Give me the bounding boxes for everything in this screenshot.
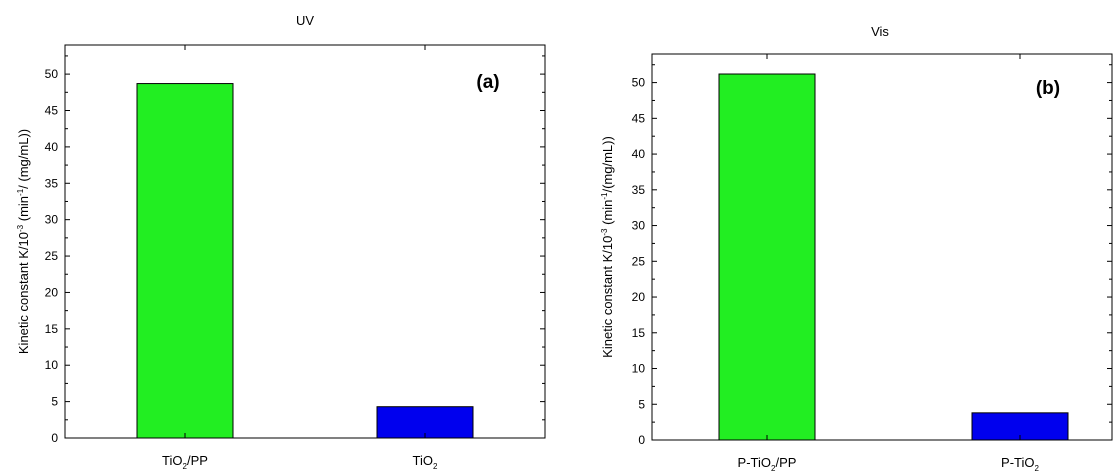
y-tick-label: 10 [632,362,646,376]
bar [136,83,234,439]
y-tick-label: 10 [45,358,59,372]
y-tick-label: 0 [51,431,58,445]
y-tick-label: 50 [45,67,59,81]
chart-title: Vis [871,24,889,39]
y-tick-label: 45 [45,104,59,118]
y-tick-label: 20 [632,290,646,304]
y-axis-label: Kinetic constant K/10-3 (min-1/ (mg/mL)) [16,129,31,354]
y-tick-label: 40 [45,140,59,154]
y-tick-label: 25 [45,249,59,263]
bar [718,73,816,441]
y-tick-label: 15 [632,326,646,340]
y-tick-label: 5 [51,395,58,409]
y-tick-label: 45 [632,111,646,125]
y-tick-label: 5 [638,397,645,411]
y-tick-label: 30 [632,219,646,233]
chart-panel-b: Vis 0 5 10 15 20 25 30 35 40 45 50 P-TiO2/PP P-TiO2 (b… [600,24,1113,473]
y-tick-label: 25 [632,254,646,268]
y-tick-label: 20 [45,285,59,299]
x-tick-label: P-TiO2 [1001,455,1039,473]
x-tick-label: P-TiO2/PP [738,455,797,473]
panel-label: (a) [476,72,499,93]
bar [376,406,474,439]
y-tick-label: 0 [638,433,645,447]
y-axis-label: Kinetic constant K/10-3 (min-1/(mg/mL)) [600,136,615,358]
panel-label: (b) [1036,78,1060,99]
plot-frame [651,53,1113,441]
x-tick-label: TiO2 [413,453,438,471]
plot-frame [64,44,546,439]
y-tick-label: 50 [632,76,646,90]
y-tick-label: 35 [632,183,646,197]
chart-title: UV [296,13,314,28]
y-tick-label: 30 [45,213,59,227]
y-tick-label: 40 [632,147,646,161]
x-tick-label: TiO2/PP [162,453,208,471]
chart-panel-a: UV 0 5 10 15 20 25 30 35 40 45 50 TiO2/PP TiO2 (a) Kine… [16,13,546,471]
y-tick-label: 15 [45,322,59,336]
y-tick-label: 35 [45,176,59,190]
